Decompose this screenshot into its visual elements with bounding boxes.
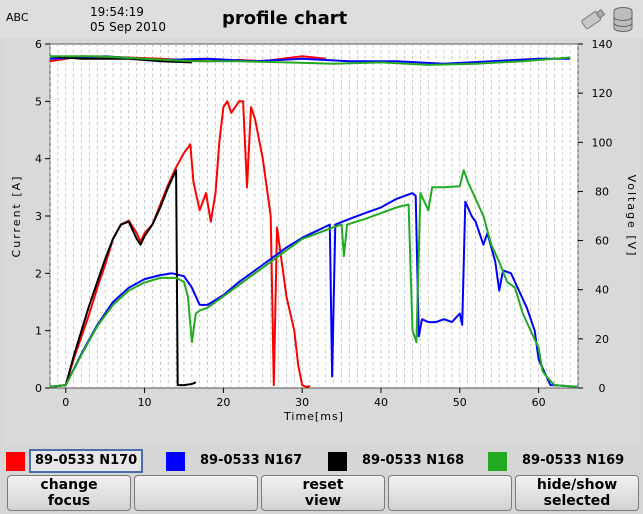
x-tick-label: 60 — [532, 396, 546, 409]
legend-item-n168[interactable]: 89-0533 N168 — [362, 453, 465, 468]
button-bar: change focus reset view hide/show select… — [0, 474, 643, 514]
x-tick-label: 40 — [374, 396, 388, 409]
legend-swatch-n169 — [488, 452, 507, 471]
y-left-tick-label: 2 — [35, 267, 42, 280]
voltage-line-89-0533-n169 — [50, 55, 571, 66]
reset-view-button[interactable]: reset view — [261, 475, 385, 511]
y-right-tick-label: 40 — [595, 284, 609, 297]
x-tick-label: 20 — [216, 396, 230, 409]
y-left-axis-label: Current [A] — [10, 175, 23, 258]
database-icon[interactable] — [611, 6, 635, 34]
chart-panel[interactable]: 0 10 20 30 40 50 60 0 1 2 3 4 5 6 0 20 40 60 80 100 120 140 Ti… — [4, 38, 640, 446]
hide-show-selected-button[interactable]: hide/show selected — [515, 475, 639, 511]
change-focus-label: change focus — [40, 477, 98, 509]
abc-label: ABC — [6, 11, 29, 24]
y-right-axis-label: Voltage [V] — [625, 175, 638, 258]
legend-item-n170[interactable]: 89-0533 N170 — [29, 449, 144, 473]
y-right-tick-label: 80 — [595, 185, 609, 198]
y-right-tick-label: 140 — [592, 38, 613, 51]
x-axis-label: Time[ms] — [283, 410, 344, 423]
current-line-89-0533-n169 — [49, 169, 579, 388]
clock-time: 19:54:19 — [90, 5, 144, 19]
y-right-tick-label: 60 — [595, 235, 609, 248]
x-tick-label: 30 — [295, 396, 309, 409]
usb-drive-icon[interactable] — [578, 6, 608, 32]
y-left-tick-label: 1 — [35, 325, 42, 338]
page-title: profile chart — [222, 8, 348, 29]
y-left-tick-label: 3 — [35, 210, 42, 223]
legend-swatch-n168 — [328, 452, 347, 471]
x-tick-label: 10 — [138, 396, 152, 409]
y-left-tick-label: 6 — [35, 38, 42, 51]
hide-show-selected-label: hide/show selected — [536, 477, 618, 509]
profile-chart[interactable]: 0 10 20 30 40 50 600123456020406080100120140Ti… — [4, 38, 640, 446]
clock-date: 05 Sep 2010 — [90, 20, 167, 34]
legend-item-n167[interactable]: 89-0533 N167 — [200, 453, 303, 468]
plot-area — [49, 43, 579, 389]
change-focus-button[interactable]: change focus — [7, 475, 131, 511]
x-tick-label: 50 — [453, 396, 467, 409]
legend-item-n169[interactable]: 89-0533 N169 — [522, 453, 625, 468]
current-line-89-0533-n168 — [49, 169, 197, 388]
y-right-tick-label: 20 — [595, 333, 609, 346]
y-right-tick-label: 100 — [592, 136, 613, 149]
top-bar: ABC 19:54:19 05 Sep 2010 profile chart — [0, 0, 643, 38]
y-left-tick-label: 5 — [35, 95, 42, 108]
y-left-tick-label: 0 — [35, 382, 42, 395]
reset-view-label: reset view — [302, 477, 344, 509]
blank-button-2[interactable] — [388, 475, 512, 511]
legend-swatch-n167 — [166, 452, 185, 471]
clock: 19:54:19 05 Sep 2010 — [90, 5, 166, 35]
blank-button-1[interactable] — [134, 475, 258, 511]
legend-swatch-n170 — [6, 452, 25, 471]
x-tick-label: 0 — [62, 396, 69, 409]
current-line-89-0533-n167 — [49, 192, 579, 388]
y-right-tick-label: 0 — [599, 382, 606, 395]
y-right-tick-label: 120 — [592, 87, 613, 100]
y-left-tick-label: 4 — [35, 153, 42, 166]
legend: 89-0533 N170 89-0533 N167 89-0533 N168 8… — [0, 446, 643, 474]
